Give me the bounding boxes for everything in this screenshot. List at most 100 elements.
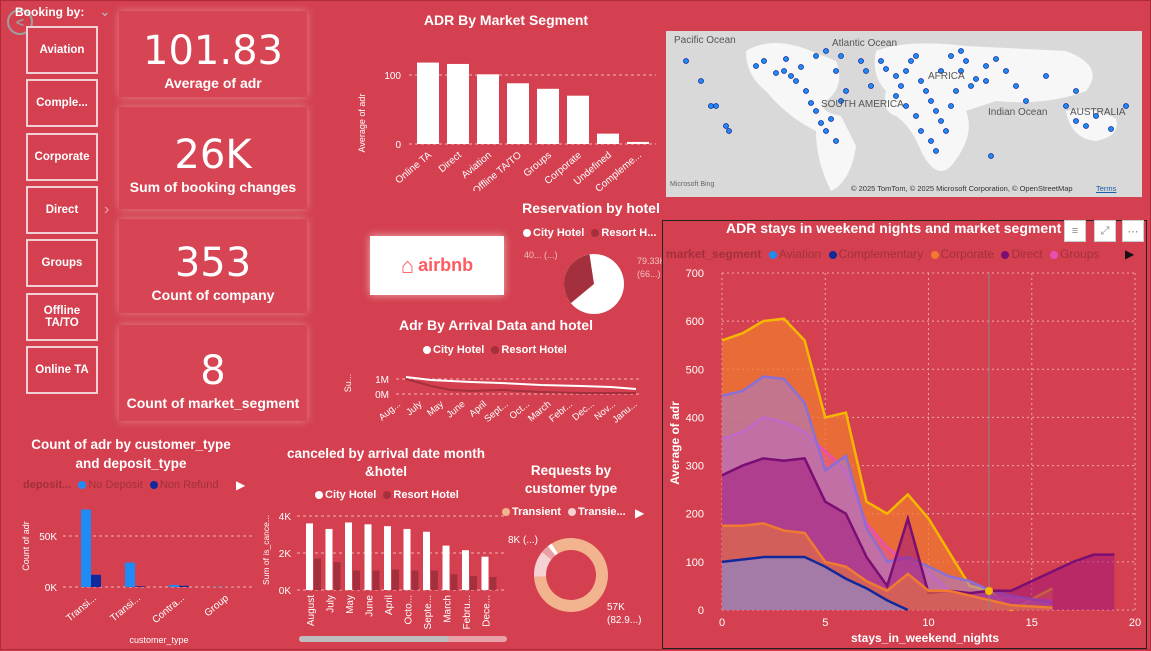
- map-point[interactable]: [864, 69, 869, 74]
- map-point[interactable]: [1014, 84, 1019, 89]
- bar-city[interactable]: [423, 532, 430, 590]
- map-point[interactable]: [934, 149, 939, 154]
- map-point[interactable]: [989, 154, 994, 159]
- bar-resort[interactable]: [392, 570, 399, 590]
- map-point[interactable]: [969, 84, 974, 89]
- bar-resort[interactable]: [451, 574, 458, 590]
- play-icon[interactable]: ▶: [635, 506, 644, 520]
- bar-non-refund[interactable]: [179, 586, 189, 587]
- map-point[interactable]: [794, 79, 799, 84]
- bar-city[interactable]: [462, 550, 469, 590]
- map-point[interactable]: [1074, 119, 1079, 124]
- map-point[interactable]: [994, 57, 999, 62]
- bar-city[interactable]: [326, 529, 333, 590]
- bar-resort[interactable]: [431, 571, 438, 590]
- map-point[interactable]: [1109, 127, 1114, 132]
- map-point[interactable]: [859, 59, 864, 64]
- bar[interactable]: [627, 142, 649, 144]
- bar-city[interactable]: [345, 522, 352, 590]
- bar-non-refund[interactable]: [91, 575, 101, 587]
- bar-resort[interactable]: [353, 571, 360, 590]
- more-options-icon[interactable]: ⋯: [1122, 220, 1144, 242]
- chevron-down-icon[interactable]: ⌄: [99, 3, 111, 20]
- map-point[interactable]: [762, 59, 767, 64]
- map-point[interactable]: [839, 54, 844, 59]
- bar-resort[interactable]: [373, 571, 380, 590]
- map-point[interactable]: [984, 64, 989, 69]
- bar[interactable]: [597, 134, 619, 144]
- map-point[interactable]: [894, 74, 899, 79]
- bar-resort[interactable]: [412, 571, 419, 590]
- map-point[interactable]: [929, 99, 934, 104]
- map-point[interactable]: [799, 65, 804, 70]
- map-point[interactable]: [699, 79, 704, 84]
- map-point[interactable]: [714, 104, 719, 109]
- map-point[interactable]: [1084, 124, 1089, 129]
- map-point[interactable]: [844, 89, 849, 94]
- bar-non-refund[interactable]: [135, 586, 145, 587]
- map-point[interactable]: [904, 104, 909, 109]
- bar[interactable]: [447, 64, 469, 144]
- map-point[interactable]: [909, 59, 914, 64]
- focus-mode-icon[interactable]: ⤢: [1094, 220, 1116, 242]
- map-point[interactable]: [884, 67, 889, 72]
- map-point[interactable]: [1074, 89, 1079, 94]
- map-point[interactable]: [1024, 99, 1029, 104]
- slicer-item-direct[interactable]: Direct: [26, 186, 98, 234]
- bar-resort[interactable]: [470, 576, 477, 590]
- map-point[interactable]: [774, 71, 779, 76]
- map-point[interactable]: [804, 89, 809, 94]
- map-point[interactable]: [1044, 74, 1049, 79]
- slicer-item-offline[interactable]: Offline TA/TO: [26, 293, 98, 341]
- map-point[interactable]: [929, 139, 934, 144]
- slicer-item-corporate[interactable]: Corporate: [26, 133, 98, 181]
- bar-city[interactable]: [306, 523, 313, 590]
- map-point[interactable]: [784, 57, 789, 62]
- bar-no-deposit[interactable]: [125, 563, 135, 587]
- map-point[interactable]: [949, 54, 954, 59]
- map-point[interactable]: [974, 77, 979, 82]
- map-point[interactable]: [834, 69, 839, 74]
- bar-no-deposit[interactable]: [81, 509, 91, 587]
- map-point[interactable]: [1004, 69, 1009, 74]
- bar[interactable]: [417, 63, 439, 144]
- play-icon[interactable]: ▶: [1125, 247, 1134, 261]
- bar-no-deposit[interactable]: [169, 585, 179, 587]
- filter-icon[interactable]: ≡: [1064, 220, 1086, 242]
- map-point[interactable]: [819, 121, 824, 126]
- slicer-item-complementary[interactable]: Comple...: [26, 79, 98, 127]
- map-point[interactable]: [754, 64, 759, 69]
- map-point[interactable]: [684, 59, 689, 64]
- map-point[interactable]: [709, 104, 714, 109]
- map-point[interactable]: [869, 84, 874, 89]
- map-point[interactable]: [814, 109, 819, 114]
- map-point[interactable]: [727, 129, 732, 134]
- chevron-right-icon[interactable]: ›: [104, 201, 109, 219]
- map-point[interactable]: [904, 69, 909, 74]
- slicer-item-aviation[interactable]: Aviation: [26, 26, 98, 74]
- scrollbar-thumb[interactable]: [299, 636, 449, 642]
- bar-city[interactable]: [365, 524, 372, 590]
- bar-city[interactable]: [443, 546, 450, 590]
- slicer-item-online[interactable]: Online TA: [26, 346, 98, 394]
- bar-city[interactable]: [384, 526, 391, 590]
- map-point[interactable]: [984, 79, 989, 84]
- map-point[interactable]: [924, 89, 929, 94]
- bar-resort[interactable]: [314, 559, 321, 590]
- map-point[interactable]: [824, 49, 829, 54]
- bar-resort[interactable]: [334, 562, 341, 590]
- bar-city[interactable]: [404, 529, 411, 590]
- map-point[interactable]: [829, 117, 834, 122]
- cust-deposit-chart[interactable]: Count of adr 50K 0K Transi...Transi...Co…: [19, 501, 259, 651]
- map-point[interactable]: [959, 49, 964, 54]
- map-point[interactable]: [724, 124, 729, 129]
- slicer-item-groups[interactable]: Groups: [26, 239, 98, 287]
- map-point[interactable]: [944, 129, 949, 134]
- map-terms-link[interactable]: Terms: [1096, 184, 1116, 193]
- map-point[interactable]: [934, 109, 939, 114]
- map-point[interactable]: [879, 59, 884, 64]
